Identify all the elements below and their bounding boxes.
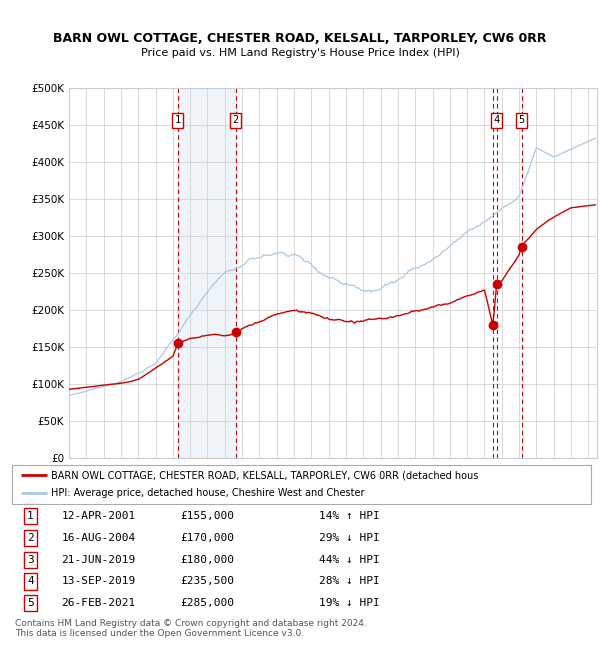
Text: 28% ↓ HPI: 28% ↓ HPI — [319, 577, 380, 586]
Text: 2: 2 — [232, 115, 239, 125]
Text: 14% ↑ HPI: 14% ↑ HPI — [319, 511, 380, 521]
Text: BARN OWL COTTAGE, CHESTER ROAD, KELSALL, TARPORLEY, CW6 0RR (detached hous: BARN OWL COTTAGE, CHESTER ROAD, KELSALL,… — [52, 471, 479, 480]
Text: 13-SEP-2019: 13-SEP-2019 — [61, 577, 136, 586]
Text: 21-JUN-2019: 21-JUN-2019 — [61, 554, 136, 565]
Text: 4: 4 — [494, 115, 500, 125]
Text: 26-FEB-2021: 26-FEB-2021 — [61, 599, 136, 608]
Text: HPI: Average price, detached house, Cheshire West and Chester: HPI: Average price, detached house, Ches… — [52, 488, 365, 498]
Text: £170,000: £170,000 — [180, 533, 234, 543]
Text: 1: 1 — [175, 115, 181, 125]
Text: 1: 1 — [27, 511, 34, 521]
Text: £180,000: £180,000 — [180, 554, 234, 565]
Text: 12-APR-2001: 12-APR-2001 — [61, 511, 136, 521]
Text: £155,000: £155,000 — [180, 511, 234, 521]
Bar — [178, 88, 236, 458]
Text: 44% ↓ HPI: 44% ↓ HPI — [319, 554, 380, 565]
Text: BARN OWL COTTAGE, CHESTER ROAD, KELSALL, TARPORLEY, CW6 0RR: BARN OWL COTTAGE, CHESTER ROAD, KELSALL,… — [53, 32, 547, 46]
Text: 3: 3 — [27, 554, 34, 565]
Text: 4: 4 — [27, 577, 34, 586]
Text: 2: 2 — [27, 533, 34, 543]
Text: Price paid vs. HM Land Registry's House Price Index (HPI): Price paid vs. HM Land Registry's House … — [140, 48, 460, 58]
Text: 16-AUG-2004: 16-AUG-2004 — [61, 533, 136, 543]
Text: £235,500: £235,500 — [180, 577, 234, 586]
Text: 5: 5 — [518, 115, 525, 125]
Text: Contains HM Land Registry data © Crown copyright and database right 2024.
This d: Contains HM Land Registry data © Crown c… — [15, 619, 367, 638]
Text: 19% ↓ HPI: 19% ↓ HPI — [319, 599, 380, 608]
Text: 29% ↓ HPI: 29% ↓ HPI — [319, 533, 380, 543]
Text: 5: 5 — [27, 599, 34, 608]
Text: £285,000: £285,000 — [180, 599, 234, 608]
